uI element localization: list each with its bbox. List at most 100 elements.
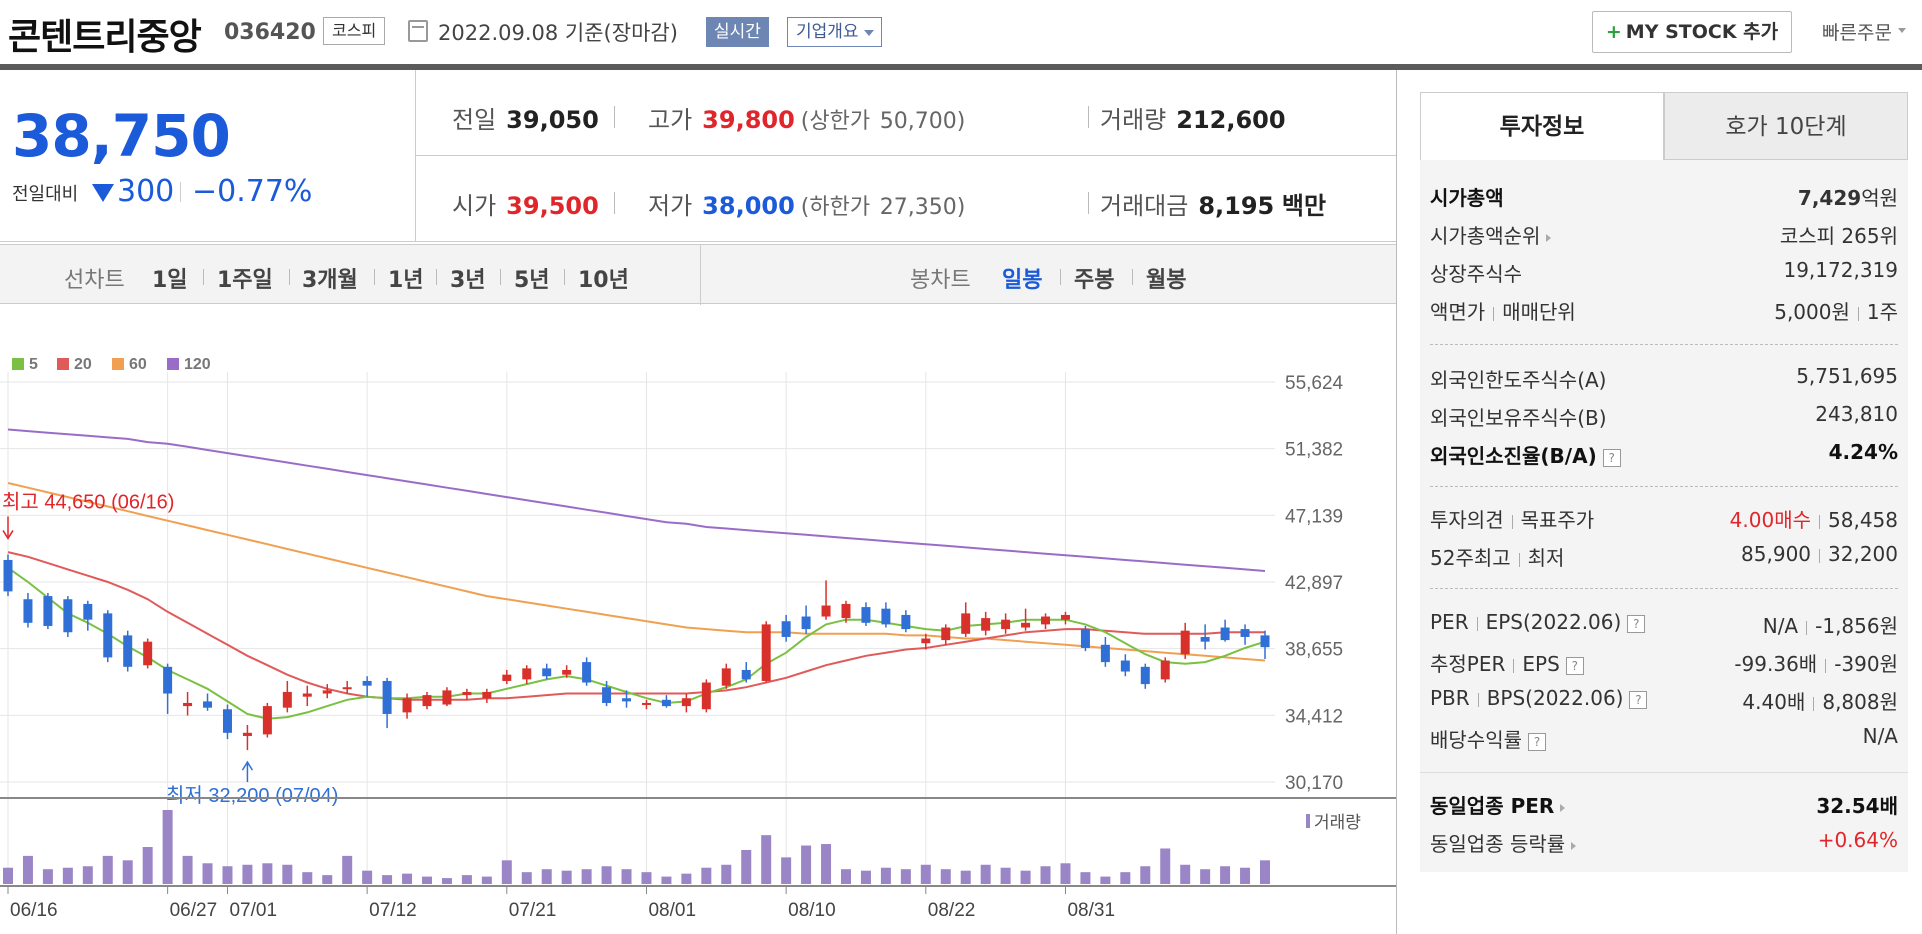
stock-name: 콘텐트리중앙 (8, 17, 202, 58)
divider (180, 182, 181, 202)
candle-body (681, 698, 691, 707)
market-badge: 코스피 (323, 17, 386, 45)
calendar-icon (408, 20, 428, 42)
candle-monthly[interactable]: 월봉 (1146, 268, 1187, 293)
candle-body (542, 668, 552, 677)
open-price: 시가 39,500 (452, 192, 599, 220)
volume-bar (322, 875, 333, 884)
x-tick-label: 07/12 (369, 900, 417, 921)
candle-body (961, 613, 971, 634)
volume-bar (22, 855, 33, 884)
period-3m[interactable]: 3개월 (302, 268, 358, 293)
dividend-row: 배당수익률? N/A (1430, 724, 1898, 752)
candle-weekly[interactable]: 주봉 (1074, 268, 1115, 293)
add-my-stock-button[interactable]: + MY STOCK 추가 (1592, 11, 1792, 53)
candle-daily[interactable]: 일봉 (1002, 268, 1043, 293)
caret-right-icon (1571, 841, 1580, 850)
stock-code: 036420 (224, 20, 316, 45)
help-icon[interactable]: ? (1627, 614, 1646, 633)
volume-legend-swatch (1306, 814, 1310, 828)
line-chart-label: 선차트 (64, 268, 125, 293)
volume: 거래량 212,600 (1100, 106, 1286, 134)
candle-body (322, 690, 332, 694)
legend-label: 60 (129, 356, 147, 373)
volume-bar (1240, 867, 1251, 884)
candle-body (43, 596, 53, 626)
tab-order-book[interactable]: 호가 10단계 (1664, 92, 1908, 160)
candle-body (881, 608, 891, 625)
candle-body (462, 691, 472, 696)
quick-order-dropdown[interactable]: 빠른주문 (1822, 18, 1906, 45)
volume-bar (62, 867, 73, 884)
ma120-line (7, 428, 1266, 572)
candle-body (721, 668, 731, 686)
x-tick-label: 08/10 (788, 900, 836, 921)
realtime-button[interactable]: 실시간 (706, 17, 769, 47)
volume-bar (561, 870, 572, 884)
tab-investment-info[interactable]: 투자정보 (1420, 92, 1664, 160)
company-overview-dropdown[interactable]: 기업개요 (787, 17, 882, 47)
high-annotation: 최고 44,650 (06/16) (2, 490, 174, 513)
sector-per-row[interactable]: 동일업종 PER 32.54배 (1430, 794, 1898, 818)
legend-swatch (57, 358, 69, 370)
volume-bar (82, 866, 93, 884)
candle-body (701, 682, 711, 710)
candle-body (402, 698, 412, 713)
candle-body (1200, 636, 1210, 642)
price-chart[interactable]: 55,624 51,382 47,139 42,897 38,655 34,412 30,1… (0, 340, 1396, 934)
volume-bar (441, 878, 452, 884)
volume-bar (841, 869, 851, 884)
candle-body (761, 624, 771, 681)
period-1y[interactable]: 1년 (388, 268, 424, 293)
help-icon[interactable]: ? (1629, 690, 1648, 709)
prev-close: 전일 39,050 (452, 106, 599, 134)
trade-value: 거래대금 8,195 백만 (1100, 192, 1327, 220)
volume-bar (1160, 848, 1171, 884)
change-value: 300 (117, 174, 175, 209)
period-1d[interactable]: 1일 (152, 268, 188, 293)
volume-bar (501, 860, 512, 884)
candle-body (163, 666, 173, 694)
volume-bar (880, 867, 891, 884)
volume-bar (1180, 864, 1191, 884)
legend-label: 120 (184, 356, 211, 373)
candle-body (1041, 616, 1051, 625)
pbr-row: PBR BPS(2022.06)? 4.40배 8,808원 (1430, 686, 1898, 714)
y-tick-label: 38,655 (1285, 640, 1343, 661)
candle-body (3, 559, 13, 592)
period-1w[interactable]: 1주일 (217, 268, 273, 293)
volume-bar (960, 870, 971, 884)
volume-label: 거래량 (1314, 813, 1361, 832)
candle-body (562, 669, 572, 675)
divider (1430, 588, 1898, 589)
help-icon[interactable]: ? (1602, 448, 1621, 467)
candle-body (123, 635, 133, 667)
help-icon[interactable]: ? (1528, 732, 1546, 751)
sector-change-row[interactable]: 동일업종 등락률 +0.64% (1430, 828, 1898, 856)
market-cap-rank-row[interactable]: 시가총액순위 코스피 265위 (1430, 224, 1898, 248)
candle-body (242, 732, 252, 736)
volume-bar (900, 869, 911, 884)
candlestick-chart-svg[interactable]: 55,624 51,382 47,139 42,897 38,655 34,412 30,1… (0, 340, 1396, 934)
candle-body (522, 668, 532, 680)
y-tick-label: 51,382 (1285, 440, 1343, 461)
volume-bar (1020, 870, 1031, 884)
candle-body (282, 691, 292, 708)
high-price: 고가 39,800 (상한가 50,700) (648, 106, 966, 134)
x-tick-label: 08/31 (1067, 900, 1115, 921)
help-icon[interactable]: ? (1565, 656, 1584, 675)
period-5y[interactable]: 5년 (514, 268, 550, 293)
legend-label: 20 (74, 356, 92, 373)
foreign-rate-row: 외국인소진율(B/A)? 4.24% (1430, 440, 1898, 468)
candle-body (63, 599, 73, 633)
candle-body (83, 603, 93, 620)
volume-bar (3, 867, 13, 884)
listed-shares-row: 상장주식수 19,172,319 (1430, 258, 1898, 286)
candle-body (502, 674, 512, 681)
candle-body (1080, 629, 1090, 648)
y-tick-label: 42,897 (1285, 573, 1343, 594)
candle-body (981, 618, 991, 631)
period-3y[interactable]: 3년 (450, 268, 486, 293)
period-10y[interactable]: 10년 (578, 268, 629, 293)
volume-bar (382, 875, 393, 884)
